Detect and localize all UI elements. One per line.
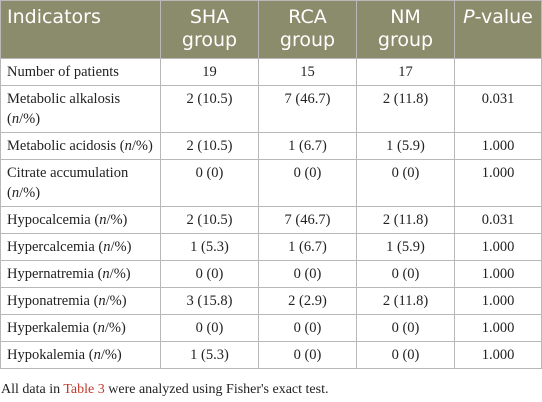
value-cell: 1 (5.9) bbox=[356, 132, 455, 160]
results-table: Indicators SHA group RCA group NM group P-va… bbox=[0, 0, 542, 369]
value-cell: 1 (5.3) bbox=[160, 233, 259, 261]
value-cell: 2 (11.8) bbox=[356, 287, 455, 315]
value-cell: 0 (0) bbox=[258, 159, 357, 207]
value-cell: 1.000 bbox=[454, 159, 542, 207]
value-cell: 0.031 bbox=[454, 85, 542, 133]
value-cell: 0 (0) bbox=[356, 314, 455, 342]
header-cell: RCA group bbox=[258, 0, 357, 59]
indicator-cell: Metabolic alkalosis (n/%) bbox=[0, 85, 161, 133]
value-cell: 19 bbox=[160, 58, 259, 86]
indicator-cell: Number of patients bbox=[0, 58, 161, 86]
value-cell: 7 (46.7) bbox=[258, 206, 357, 234]
value-cell: 1 (6.7) bbox=[258, 233, 357, 261]
footnote-text: All data in bbox=[1, 382, 64, 397]
indicator-cell: Hyponatremia (n/%) bbox=[0, 287, 161, 315]
value-cell: 0 (0) bbox=[258, 260, 357, 288]
table-row: Hypernatremia (n/%) 0 (0) 0 (0) 0 (0) 1.000 bbox=[0, 260, 542, 288]
indicator-cell: Hypernatremia (n/%) bbox=[0, 260, 161, 288]
value-cell: 1.000 bbox=[454, 260, 542, 288]
indicator-cell: Citrate accumulation (n/%) bbox=[0, 159, 161, 207]
table-row: Metabolic acidosis (n/%) 2 (10.5) 1 (6.7) 1… bbox=[0, 132, 542, 160]
value-cell: 0 (0) bbox=[356, 159, 455, 207]
value-cell: 1.000 bbox=[454, 314, 542, 342]
value-cell: 2 (10.5) bbox=[160, 206, 259, 234]
header-cell: Indicators bbox=[0, 0, 161, 59]
empty-cell bbox=[454, 58, 542, 86]
value-cell: 7 (46.7) bbox=[258, 85, 357, 133]
value-cell: 1 (6.7) bbox=[258, 132, 357, 160]
value-cell: 2 (11.8) bbox=[356, 85, 455, 133]
footnote-text: were analyzed using Fisher's exact test. bbox=[104, 382, 329, 397]
indicator-cell: Hypokalemia (n/%) bbox=[0, 341, 161, 369]
table-row: Hypokalemia (n/%) 1 (5.3) 0 (0) 0 (0) 1.000 bbox=[0, 341, 542, 369]
header-cell: P-value bbox=[454, 0, 542, 59]
table-row: Hypocalcemia (n/%) 2 (10.5) 7 (46.7) 2 (11.… bbox=[0, 206, 542, 234]
value-cell: 0.031 bbox=[454, 206, 542, 234]
value-cell: 1 (5.3) bbox=[160, 341, 259, 369]
value-cell: 2 (10.5) bbox=[160, 85, 259, 133]
value-cell: 17 bbox=[356, 58, 455, 86]
header-cell: NM group bbox=[356, 0, 455, 59]
table-row: Hyperkalemia (n/%) 0 (0) 0 (0) 0 (0) 1.000 bbox=[0, 314, 542, 342]
indicator-cell: Hypercalcemia (n/%) bbox=[0, 233, 161, 261]
header-cell: SHA group bbox=[160, 0, 259, 59]
value-cell: 2 (10.5) bbox=[160, 132, 259, 160]
table-row: Number of patients 19 15 17 bbox=[0, 58, 542, 86]
value-cell: 0 (0) bbox=[160, 260, 259, 288]
indicator-cell: Hyperkalemia (n/%) bbox=[0, 314, 161, 342]
value-cell: 1.000 bbox=[454, 233, 542, 261]
indicator-cell: Metabolic acidosis (n/%) bbox=[0, 132, 161, 160]
value-cell: 15 bbox=[258, 58, 357, 86]
value-cell: 0 (0) bbox=[356, 260, 455, 288]
footnote: All data in Table 3 were analyzed using … bbox=[1, 382, 328, 398]
value-cell: 2 (11.8) bbox=[356, 206, 455, 234]
table-row: Metabolic alkalosis (n/%) 2 (10.5) 7 (46.7… bbox=[0, 85, 542, 133]
table-reference[interactable]: Table 3 bbox=[63, 382, 105, 397]
value-cell: 1.000 bbox=[454, 341, 542, 369]
value-cell: 0 (0) bbox=[258, 341, 357, 369]
value-cell: 0 (0) bbox=[356, 341, 455, 369]
value-cell: 2 (2.9) bbox=[258, 287, 357, 315]
table-row: Hypercalcemia (n/%) 1 (5.3) 1 (6.7) 1 (5.9)… bbox=[0, 233, 542, 261]
value-cell: 3 (15.8) bbox=[160, 287, 259, 315]
value-cell: 1.000 bbox=[454, 287, 542, 315]
value-cell: 0 (0) bbox=[258, 314, 357, 342]
value-cell: 0 (0) bbox=[160, 159, 259, 207]
table-row: Citrate accumulation (n/%) 0 (0) 0 (0) 0 (0… bbox=[0, 159, 542, 207]
value-cell: 1 (5.9) bbox=[356, 233, 455, 261]
value-cell: 1.000 bbox=[454, 132, 542, 160]
value-cell: 0 (0) bbox=[160, 314, 259, 342]
table-row: Hyponatremia (n/%) 3 (15.8) 2 (2.9) 2 (11.8… bbox=[0, 287, 542, 315]
header-row: Indicators SHA group RCA group NM group P-va… bbox=[0, 0, 542, 59]
indicator-cell: Hypocalcemia (n/%) bbox=[0, 206, 161, 234]
